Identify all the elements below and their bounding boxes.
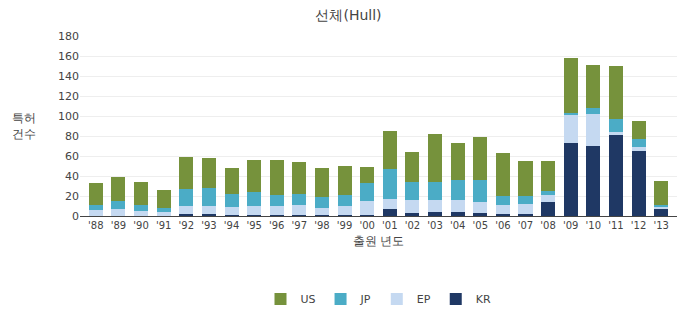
svg-text:'95: '95 <box>246 220 261 231</box>
svg-text:'90: '90 <box>133 220 148 231</box>
svg-text:'08: '08 <box>540 220 555 231</box>
svg-text:160: 160 <box>58 50 79 63</box>
svg-text:'09: '09 <box>563 220 578 231</box>
svg-text:'07: '07 <box>518 220 533 231</box>
svg-text:40: 40 <box>65 170 79 183</box>
svg-text:'00: '00 <box>359 220 374 231</box>
svg-text:출원 년도: 출원 년도 <box>353 234 405 248</box>
svg-text:'97: '97 <box>292 220 307 231</box>
svg-text:0: 0 <box>72 210 79 223</box>
svg-text:'98: '98 <box>314 220 329 231</box>
svg-text:140: 140 <box>58 70 79 83</box>
svg-text:US: US <box>301 293 316 306</box>
svg-text:'96: '96 <box>269 220 284 231</box>
svg-text:'04: '04 <box>450 220 465 231</box>
svg-text:20: 20 <box>65 190 79 203</box>
svg-text:JP: JP <box>360 293 371 306</box>
svg-text:180: 180 <box>58 30 79 43</box>
svg-text:'05: '05 <box>473 220 488 231</box>
svg-text:'99: '99 <box>337 220 352 231</box>
svg-text:'91: '91 <box>156 220 171 231</box>
svg-text:'01: '01 <box>382 220 397 231</box>
svg-text:선체(Hull): 선체(Hull) <box>315 7 381 23</box>
svg-text:'92: '92 <box>179 220 194 231</box>
svg-text:'11: '11 <box>608 220 623 231</box>
svg-text:'10: '10 <box>586 220 601 231</box>
svg-text:120: 120 <box>58 90 79 103</box>
svg-text:'89: '89 <box>111 220 126 231</box>
svg-text:'88: '88 <box>88 220 103 231</box>
svg-text:EP: EP <box>417 293 431 306</box>
svg-text:100: 100 <box>58 110 79 123</box>
svg-text:'02: '02 <box>405 220 420 231</box>
svg-text:60: 60 <box>65 150 79 163</box>
svg-text:'06: '06 <box>495 220 510 231</box>
svg-text:80: 80 <box>65 130 79 143</box>
svg-text:'03: '03 <box>427 220 442 231</box>
svg-text:'93: '93 <box>201 220 216 231</box>
svg-text:특허건수: 특허건수 <box>12 111 36 141</box>
svg-text:KR: KR <box>476 293 491 306</box>
svg-text:'94: '94 <box>224 220 239 231</box>
svg-text:'13: '13 <box>653 220 668 231</box>
svg-text:'12: '12 <box>631 220 646 231</box>
